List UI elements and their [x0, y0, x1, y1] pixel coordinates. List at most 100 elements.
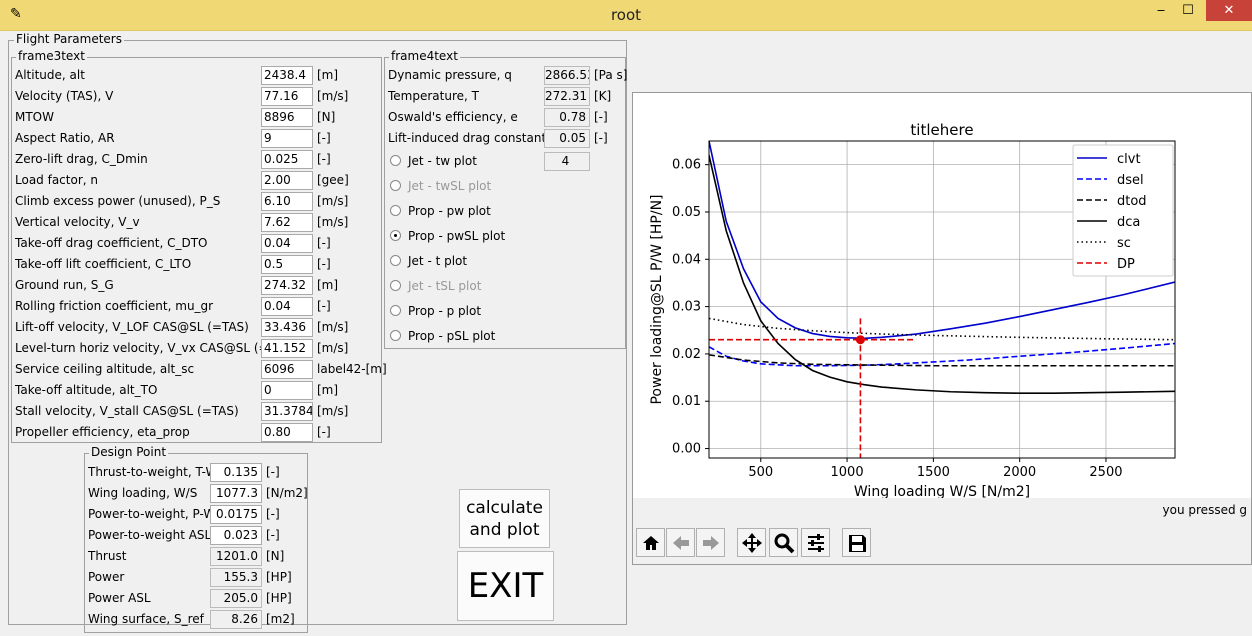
derived-value: 0.78 [544, 108, 590, 127]
param-input[interactable]: 31.3784 [261, 402, 313, 421]
param-input[interactable]: 0.5 [261, 255, 313, 274]
status-text: you pressed g [1162, 503, 1247, 517]
design-point-frame: Design Point [84, 446, 308, 633]
legend-label: dsel [1117, 173, 1144, 188]
param-input[interactable]: 8896 [261, 108, 313, 127]
minimize-button[interactable]: ‒ [1156, 3, 1166, 18]
design-label: Wing loading, W/S [88, 486, 198, 500]
param-input[interactable]: 0 [261, 381, 313, 400]
x-axis-label: Wing loading W/S [N/m2] [854, 484, 1030, 498]
param-unit: [m/s] [317, 404, 349, 418]
param-label: Zero-lift drag, C_Dmin [15, 152, 148, 166]
design-input[interactable]: 0.135 [210, 463, 262, 482]
param-label: Climb excess power (unused), P_S [15, 194, 221, 208]
design-unit: [-] [266, 507, 280, 521]
plot-type-radio[interactable]: Jet - t plot [390, 251, 467, 271]
design-label: Wing surface, S_ref [88, 612, 204, 626]
param-input[interactable]: 2.00 [261, 171, 313, 190]
param-input[interactable]: 2438.4 [261, 66, 313, 85]
plot-type-radio[interactable]: Prop - p plot [390, 301, 481, 321]
param-input[interactable]: 9 [261, 129, 313, 148]
y-axis-label: Power loading@SL P/W [HP/N] [649, 194, 665, 404]
design-unit: [HP] [266, 570, 292, 584]
design-input[interactable]: 0.0175 [210, 505, 262, 524]
design-label: Thrust-to-weight, T-W [88, 465, 218, 479]
param-label: Take-off altitude, alt_TO [15, 383, 158, 397]
param-input[interactable]: 33.436 [261, 318, 313, 337]
title-bar: ✎ root ‒ ☐ ✕ [0, 0, 1252, 31]
design-unit: [-] [266, 528, 280, 542]
param-input[interactable]: 6096 [261, 360, 313, 379]
flight-parameters-frame: Flight Parameters [8, 33, 627, 625]
design-input[interactable]: 0.023 [210, 526, 262, 545]
design-unit: [N] [266, 549, 285, 563]
design-value: 1201.0 [210, 547, 262, 566]
radio-label: Prop - pwSL plot [408, 229, 506, 243]
y-tick-label: 0.06 [672, 158, 701, 173]
maximize-button[interactable]: ☐ [1182, 3, 1194, 18]
design-label: Thrust [88, 549, 127, 563]
radio-dot-icon [390, 230, 401, 241]
param-input[interactable]: 77.16 [261, 87, 313, 106]
design-value: 205.0 [210, 589, 262, 608]
configure-icon[interactable] [801, 528, 830, 557]
back-icon[interactable] [666, 528, 695, 557]
calculate-and-plot-button[interactable]: calculate and plot [459, 489, 550, 548]
plot-option-value: 4 [544, 152, 590, 171]
param-input[interactable]: 41.152 [261, 339, 313, 358]
window-title: root [610, 6, 642, 24]
calculate-label: calculate [466, 497, 543, 518]
axes-frame [708, 140, 1176, 459]
home-icon[interactable] [636, 528, 665, 557]
param-label: Rolling friction coefficient, mu_gr [15, 299, 214, 313]
plot-type-radio[interactable]: Jet - tw plot [390, 151, 477, 171]
derived-unit: [-] [594, 131, 608, 145]
series-line-dtod [709, 354, 1175, 367]
frame4: frame4text [384, 50, 626, 349]
derived-unit: [Pa s] [594, 68, 628, 82]
param-input[interactable]: 0.04 [261, 297, 313, 316]
plot-type-radio[interactable]: Prop - pwSL plot [390, 226, 505, 246]
param-label: Service ceiling altitude, alt_sc [15, 362, 195, 376]
param-label: Vertical velocity, V_v [15, 215, 140, 229]
radio-label: Jet - twSL plot [408, 179, 492, 193]
param-input[interactable]: 0.025 [261, 150, 313, 169]
param-unit: [-] [317, 425, 331, 439]
save-icon[interactable] [842, 528, 871, 557]
plot-type-radio[interactable]: Prop - pSL plot [390, 326, 495, 346]
y-tick-label: 0.02 [672, 347, 701, 362]
derived-value: 0.05 [544, 129, 590, 148]
param-unit: [-] [317, 131, 331, 145]
param-unit: [-] [317, 257, 331, 271]
exit-button[interactable]: EXIT [457, 551, 554, 621]
y-tick-label: 0.00 [672, 442, 701, 457]
radio-dot-icon [390, 155, 401, 166]
close-button[interactable]: ✕ [1206, 0, 1252, 21]
param-input[interactable]: 0.04 [261, 234, 313, 253]
param-input[interactable]: 274.32 [261, 276, 313, 295]
design-input[interactable]: 1077.3 [210, 484, 262, 503]
param-unit: [m/s] [317, 89, 349, 103]
pan-icon[interactable] [737, 528, 766, 557]
param-unit: [m/s] [317, 341, 349, 355]
chart-canvas[interactable]: 500 1000 1500 2000 2500 0.00 0.01 0.02 0.03 0.04 0… [633, 93, 1251, 498]
flight-parameters-legend: Flight Parameters [14, 32, 124, 46]
param-input[interactable]: 6.10 [261, 192, 313, 211]
legend-label: clvt [1117, 152, 1141, 167]
legend-label: sc [1117, 236, 1131, 251]
legend-label: dtod [1117, 194, 1147, 209]
plot-type-radio[interactable]: Prop - pw plot [390, 201, 491, 221]
design-label: Power-to-weight ASL [88, 528, 212, 542]
radio-label: Jet - tSL plot [408, 279, 482, 293]
param-unit: [m/s] [317, 215, 349, 229]
x-tick-label: 500 [748, 465, 773, 480]
param-input[interactable]: 0.80 [261, 423, 313, 442]
param-label: Take-off drag coefficient, C_DTO [15, 236, 208, 250]
and-plot-label: and plot [469, 519, 540, 540]
param-input[interactable]: 7.62 [261, 213, 313, 232]
zoom-icon[interactable] [769, 528, 798, 557]
frame3: frame3text [11, 50, 382, 443]
plot-panel: 500 1000 1500 2000 2500 0.00 0.01 0.02 0.03 0.04 0… [632, 92, 1252, 565]
y-tick-label: 0.04 [672, 252, 701, 267]
forward-icon[interactable] [696, 528, 725, 557]
